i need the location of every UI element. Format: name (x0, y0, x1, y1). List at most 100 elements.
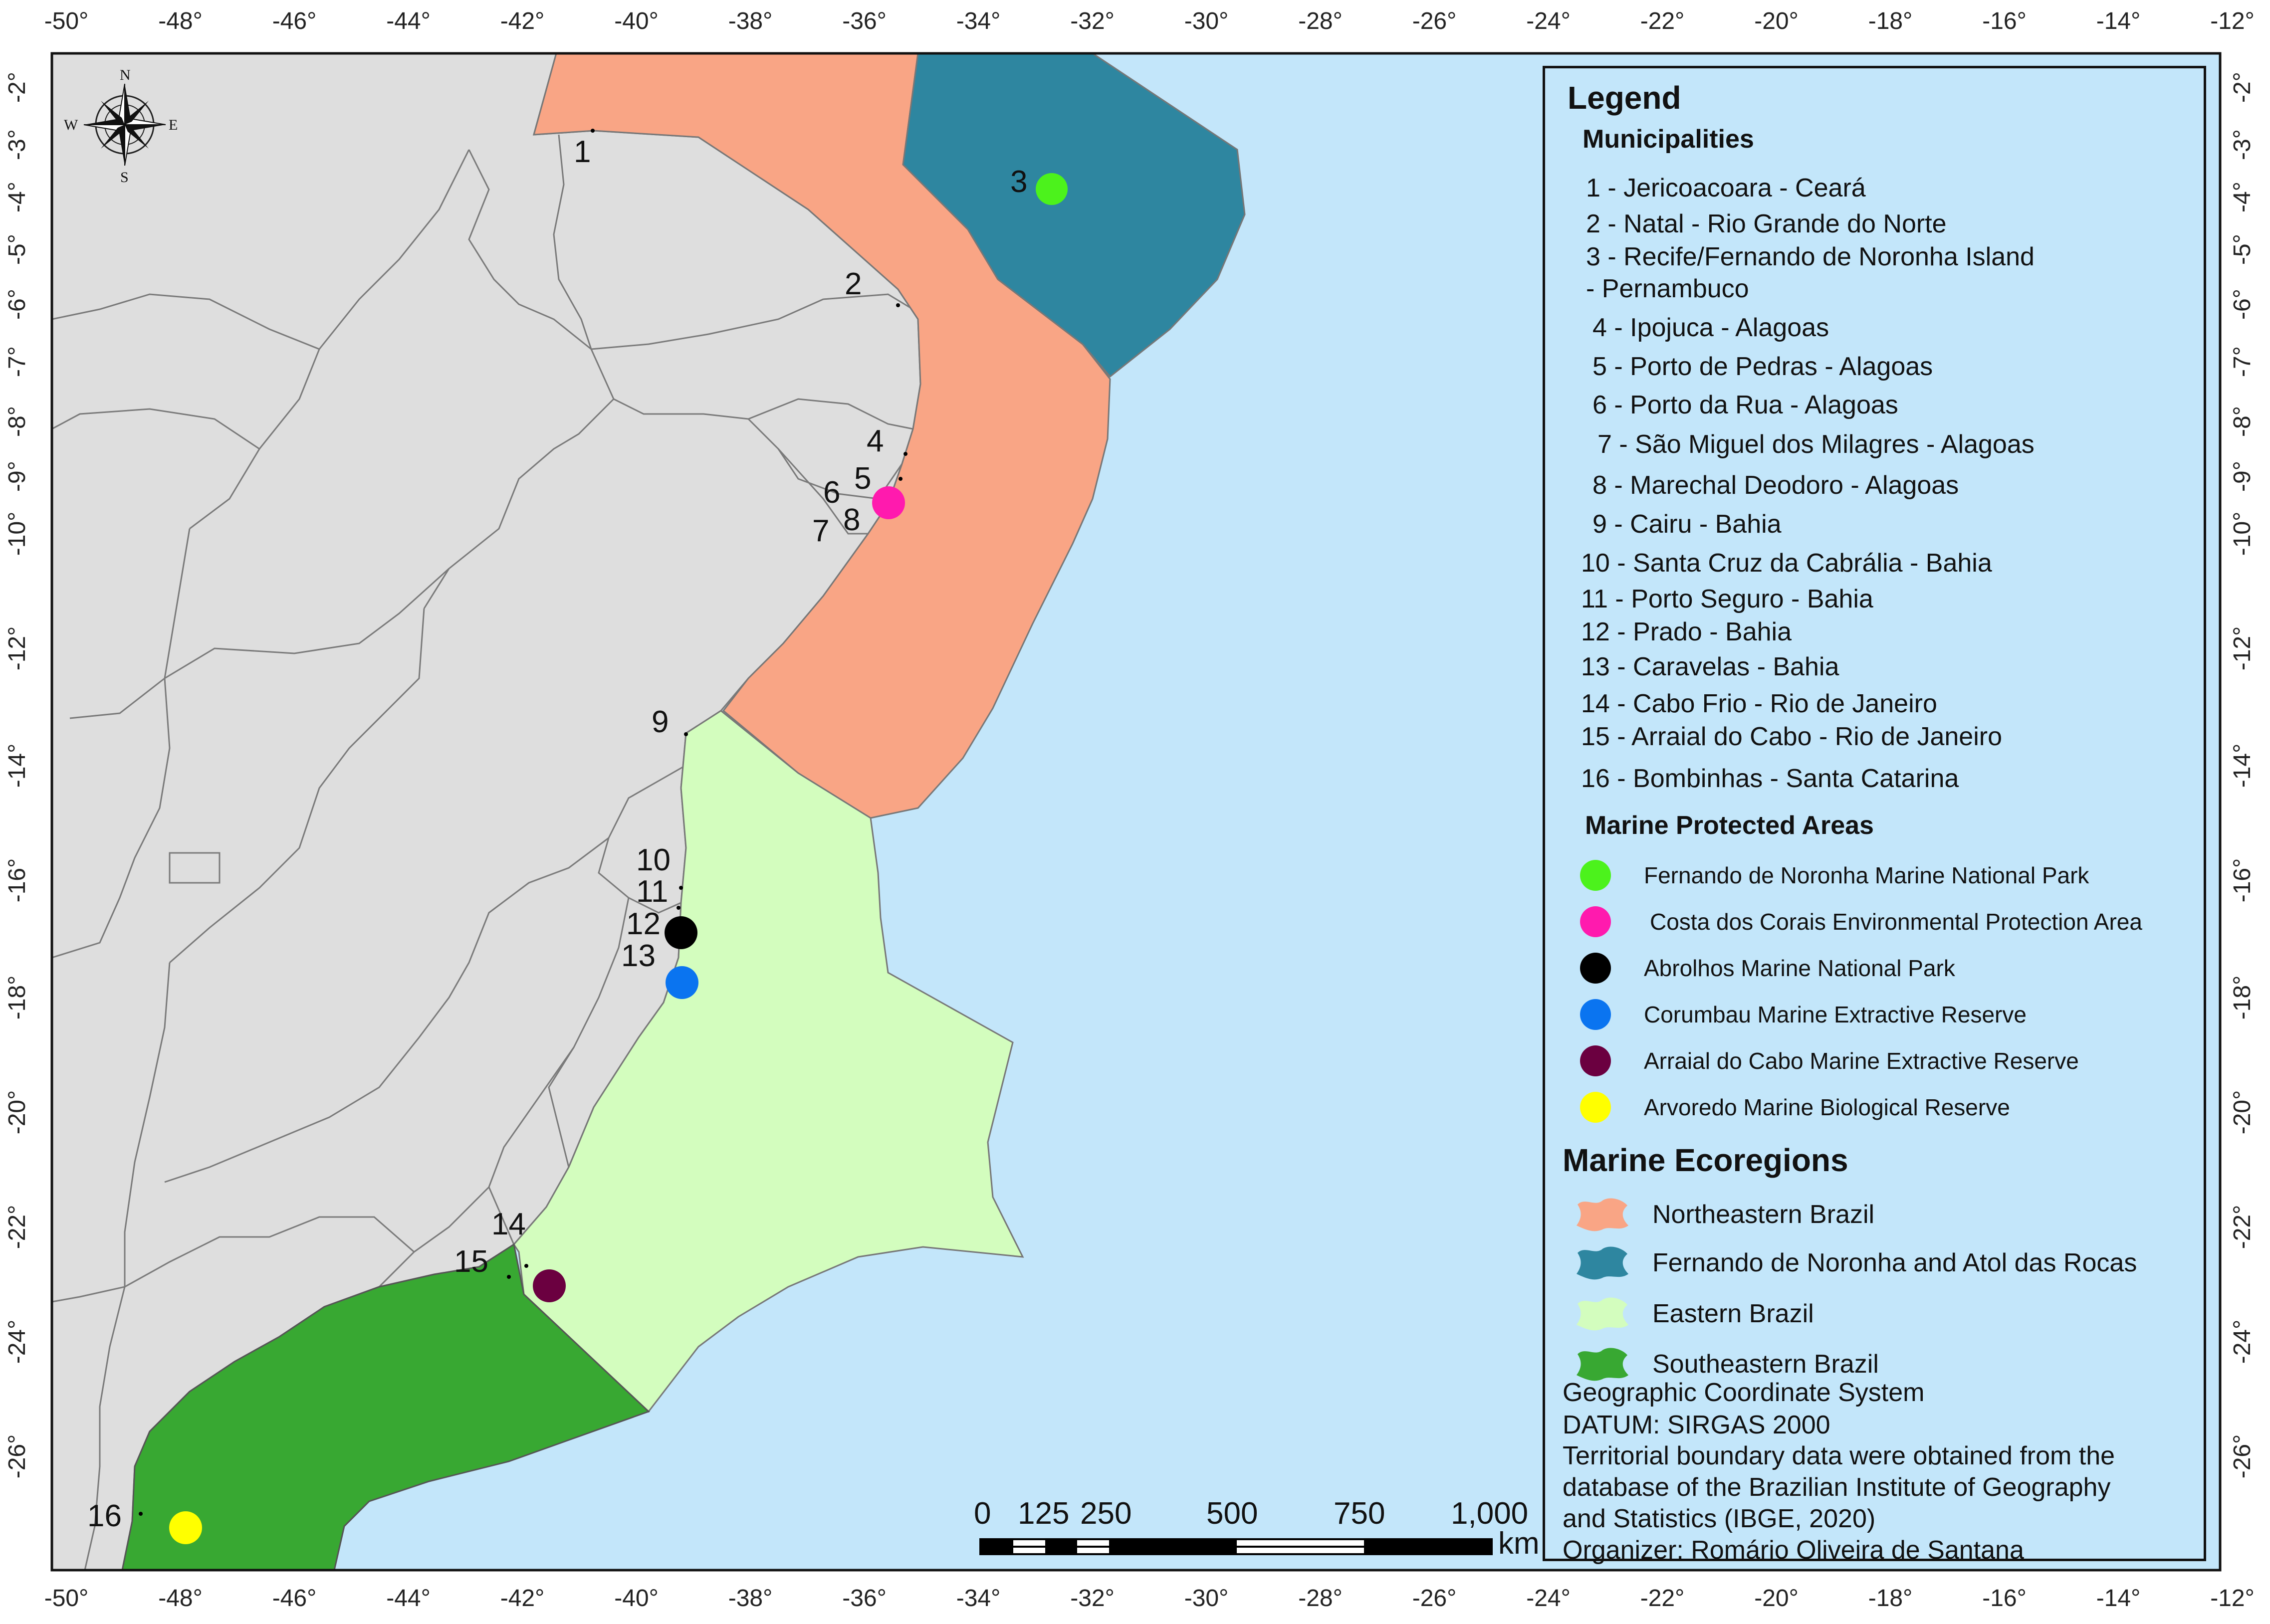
longitude-tick-bottom: -12° (2210, 1585, 2255, 1612)
latitude-tick-right: -12° (2229, 626, 2256, 671)
mpa-label: Costa dos Corais Environmental Protectio… (1650, 909, 2142, 935)
latitude-tick-left: -12° (4, 626, 30, 671)
latitude-tick-right: -26° (2229, 1434, 2256, 1479)
longitude-tick-top: -32° (1070, 8, 1115, 34)
legend-municipality: 11 - Porto Seguro - Bahia (1581, 585, 1873, 613)
legend-mpa-item: Corumbau Marine Extractive Reserve (1580, 997, 2027, 1032)
latitude-tick-right: -10° (2229, 512, 2256, 556)
mpa-swatch (1580, 1045, 1611, 1076)
scale-label-125: 125 (1018, 1496, 1069, 1531)
legend-ecoregion-item: Eastern Brazil (1573, 1291, 1814, 1336)
mpa-arraial-do-cabo-marker (533, 1269, 566, 1302)
latitude-tick-right: -6° (2229, 289, 2256, 320)
map-label-4: 4 (867, 424, 884, 458)
legend-mpa-item: Fernando de Noronha Marine National Park (1580, 858, 2089, 893)
scale-label-500: 500 (1206, 1496, 1258, 1531)
longitude-tick-top: -42° (500, 8, 545, 34)
legend-municipality: 10 - Santa Cruz da Cabrália - Bahia (1581, 549, 1992, 578)
map-label-11: 11 (636, 874, 668, 909)
longitude-tick-bottom: -18° (1868, 1585, 1913, 1612)
compass-s: S (120, 169, 129, 186)
longitude-tick-top: -36° (842, 8, 887, 34)
longitude-tick-top: -16° (1982, 8, 2027, 34)
longitude-tick-top: -30° (1184, 8, 1229, 34)
mpa-swatch (1580, 953, 1611, 984)
legend: Legend Municipalities 1 - Jericoacoara -… (1543, 66, 2206, 1565)
map-frame (50, 52, 2222, 1572)
latitude-tick-left: -2° (4, 72, 30, 103)
scale-label-1000: 1,000 (1451, 1496, 1528, 1531)
latitude-tick-left: -26° (4, 1434, 30, 1479)
ecoregions-title: Marine Ecoregions (1563, 1142, 1848, 1178)
latitude-tick-right: -4° (2229, 182, 2256, 212)
map-label-1: 1 (574, 135, 591, 169)
longitude-tick-top: -34° (956, 8, 1001, 34)
latitude-tick-right: -5° (2229, 234, 2256, 265)
mpa-label: Arvoredo Marine Biological Reserve (1644, 1094, 2010, 1120)
legend-municipality: 9 - Cairu - Bahia (1592, 510, 1782, 539)
latitude-tick-left: -22° (4, 1205, 30, 1249)
latitude-tick-left: -8° (4, 406, 30, 437)
latitude-tick-right: -3° (2229, 129, 2256, 160)
latitude-tick-left: -16° (4, 858, 30, 903)
longitude-tick-top: -26° (1412, 8, 1457, 34)
ecoregion-label: Northeastern Brazil (1652, 1200, 1875, 1229)
longitude-tick-bottom: -14° (2096, 1585, 2141, 1612)
latitude-tick-left: -20° (4, 1090, 30, 1135)
longitude-tick-bottom: -24° (1526, 1585, 1571, 1612)
legend-note: Geographic Coordinate System (1563, 1378, 1925, 1407)
latitude-tick-left: -5° (4, 234, 30, 265)
scale-label-750: 750 (1334, 1496, 1385, 1531)
latitude-tick-right: -16° (2229, 858, 2256, 903)
legend-note: database of the Brazilian Institute of G… (1563, 1473, 2111, 1502)
longitude-tick-bottom: -30° (1184, 1585, 1229, 1612)
compass-w: W (64, 117, 78, 133)
mpa-title: Marine Protected Areas (1585, 811, 1874, 840)
ecoregion-swatch (1577, 1198, 1628, 1231)
legend-ecoregion-item: Southeastern Brazil (1573, 1342, 1879, 1387)
latitude-tick-left: -18° (4, 976, 30, 1020)
scale-bar: 0 125 250 500 750 1,000 km (974, 1496, 1540, 1561)
longitude-tick-bottom: -40° (614, 1585, 659, 1612)
legend-municipality: 13 - Caravelas - Bahia (1581, 652, 1839, 681)
map-label-10: 10 (636, 843, 671, 877)
latitude-tick-right: -8° (2229, 406, 2256, 437)
legend-mpa-item: Arvoredo Marine Biological Reserve (1580, 1090, 2010, 1125)
latitude-tick-right: -20° (2229, 1090, 2256, 1135)
longitude-tick-top: -12° (2210, 8, 2255, 34)
map-label-13: 13 (621, 939, 656, 973)
latitude-tick-right: -9° (2229, 461, 2256, 492)
ecoregion-label: Southeastern Brazil (1652, 1350, 1879, 1379)
compass-e: E (169, 117, 178, 133)
ecoregion-swatch (1577, 1348, 1628, 1381)
mpa-swatch (1580, 999, 1611, 1030)
longitude-tick-bottom: -38° (728, 1585, 773, 1612)
latitude-tick-left: -9° (4, 461, 30, 492)
legend-ecoregion-item: Fernando de Noronha and Atol das Rocas (1573, 1240, 2137, 1285)
legend-municipality: 7 - São Miguel dos Milagres - Alagoas (1597, 430, 2035, 459)
ecoregion-label: Eastern Brazil (1652, 1299, 1814, 1328)
map-label-7: 7 (812, 514, 829, 548)
longitude-tick-top: -20° (1754, 8, 1799, 34)
latitude-tick-left: -3° (4, 129, 30, 160)
legend-ecoregion-item: Northeastern Brazil (1573, 1192, 1874, 1237)
latitude-tick-right: -14° (2229, 744, 2256, 788)
mpa-fernando-de-noronha-marker (1036, 173, 1068, 205)
map-label-5: 5 (854, 461, 871, 496)
legend-municipality: 14 - Cabo Frio - Rio de Janeiro (1581, 689, 1937, 718)
latitude-tick-left: -6° (4, 289, 30, 320)
map-label-6: 6 (823, 475, 840, 510)
latitude-tick-left: -4° (4, 182, 30, 212)
longitude-tick-top: -40° (614, 8, 659, 34)
legend-municipality: 5 - Porto de Pedras - Alagoas (1592, 352, 1933, 381)
mpa-costa-dos-corais-marker (872, 486, 905, 519)
longitude-tick-bottom: -22° (1640, 1585, 1685, 1612)
ecoregion-label: Fernando de Noronha and Atol das Rocas (1652, 1248, 2137, 1277)
longitude-tick-bottom: -48° (158, 1585, 203, 1612)
mpa-swatch (1580, 860, 1611, 891)
scale-unit: km (1498, 1526, 1540, 1561)
compass-rose-icon: N S E W (64, 67, 178, 186)
latitude-tick-right: -24° (2229, 1320, 2256, 1364)
longitude-tick-top: -38° (728, 8, 773, 34)
legend-note: Territorial boundary data were obtained … (1563, 1441, 2115, 1470)
